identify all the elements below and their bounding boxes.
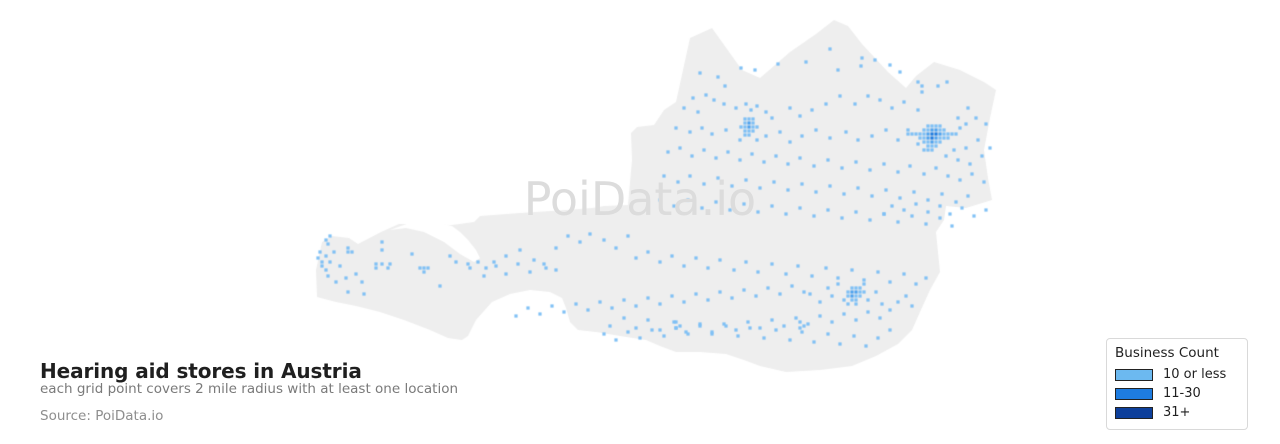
legend-swatch-high: [1115, 406, 1153, 419]
legend-row-mid: 11-30: [1115, 384, 1239, 403]
legend: Business Count 10 or less 11-30 31+: [1106, 338, 1248, 430]
caption-block: Hearing aid stores in Austria each grid …: [40, 360, 660, 424]
legend-swatch-mid: [1115, 387, 1153, 400]
legend-title: Business Count: [1115, 345, 1219, 361]
legend-swatch-low: [1115, 368, 1153, 381]
legend-row-high: 31+: [1115, 403, 1239, 422]
legend-label-mid: 11-30: [1163, 386, 1201, 401]
map-source: Source: PoiData.io: [40, 408, 164, 424]
legend-label-high: 31+: [1163, 405, 1191, 420]
map-subtitle: each grid point covers 2 mile radius wit…: [40, 381, 459, 397]
legend-label-low: 10 or less: [1163, 367, 1227, 382]
legend-row-low: 10 or less: [1115, 365, 1239, 384]
page-title: Hearing aid stores in Austria: [40, 359, 362, 383]
